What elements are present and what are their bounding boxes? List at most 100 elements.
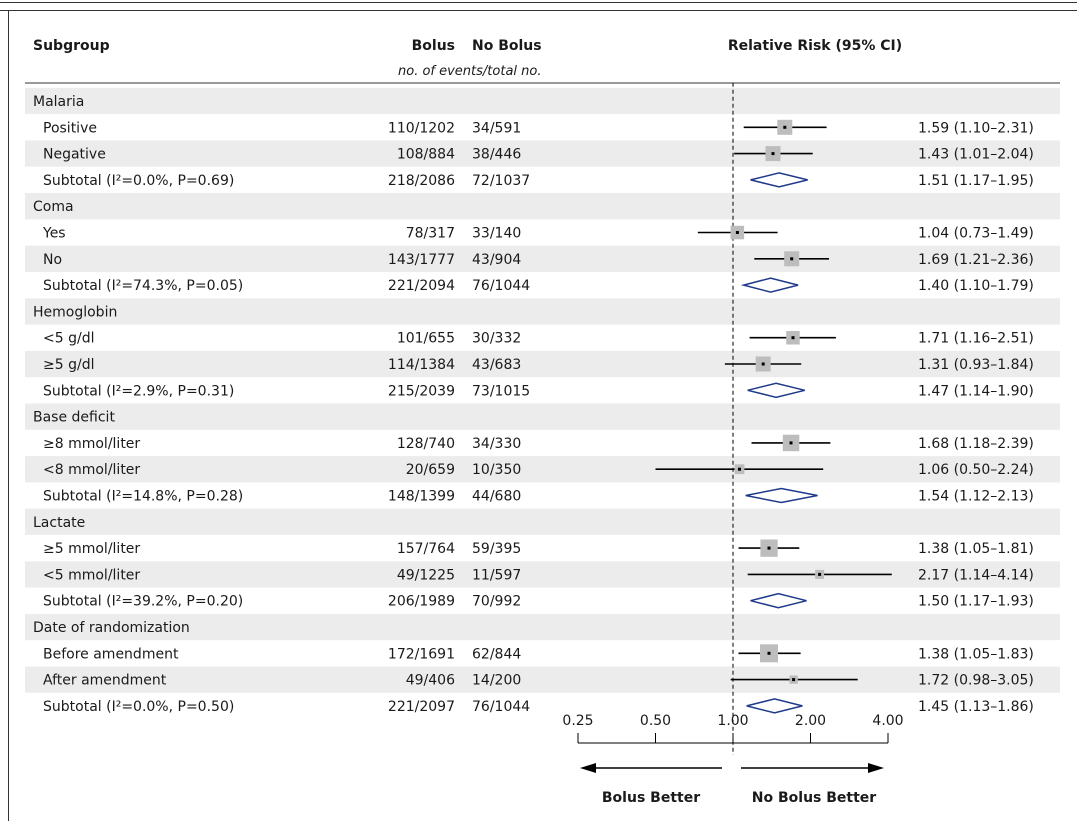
header-bolus: Bolus — [412, 38, 455, 54]
x-tick-label: 4.00 — [872, 713, 903, 729]
subtotal-label: Subtotal (I²=2.9%, P=0.31) — [43, 383, 234, 399]
no-bolus-events: 34/330 — [472, 436, 521, 452]
rr-ci-label: 1.71 (1.16–2.51) — [918, 331, 1034, 347]
bolus-events: 114/1384 — [388, 357, 455, 373]
estimate-point — [735, 231, 739, 234]
right-arrow-head — [868, 763, 884, 773]
table-rows: Malaria Positive 110/1202 34/591 1.59 (1.10–… — [33, 94, 1034, 715]
estimate-point — [783, 125, 787, 129]
rr-ci-label: 1.04 (0.73–1.49) — [918, 226, 1034, 242]
no-bolus-events: 30/332 — [472, 331, 521, 347]
bolus-events: 101/655 — [397, 331, 455, 347]
row-bands — [25, 87, 1060, 693]
estimate-point — [738, 467, 741, 471]
estimate-point — [789, 441, 793, 445]
bolus-events: 215/2039 — [388, 383, 455, 399]
row-band — [25, 403, 1060, 430]
row-band — [25, 561, 1060, 588]
no-bolus-events: 43/683 — [472, 357, 521, 373]
top-rule-upper — [0, 2, 1077, 3]
bolus-events: 49/1225 — [397, 567, 455, 583]
rr-ci-label: 1.47 (1.14–1.90) — [918, 383, 1034, 399]
rr-ci-label: 1.54 (1.12–2.13) — [918, 489, 1034, 505]
rr-ci-label: 1.40 (1.10–1.79) — [918, 278, 1034, 294]
subgroup-label: ≥8 mmol/liter — [43, 436, 140, 452]
estimate-point — [761, 362, 765, 366]
subtotal-label: Subtotal (I²=0.0%, P=0.69) — [43, 173, 234, 189]
bolus-events: 49/406 — [406, 673, 455, 689]
no-bolus-events: 76/1044 — [472, 278, 530, 294]
top-rule-lower — [0, 10, 1077, 11]
subtotal-label: Subtotal (I²=39.2%, P=0.20) — [43, 594, 243, 610]
rr-ci-label: 1.50 (1.17–1.93) — [918, 594, 1034, 610]
rr-ci-label: 1.68 (1.18–2.39) — [918, 436, 1034, 452]
rr-ci-label: 1.69 (1.21–2.36) — [918, 252, 1034, 268]
bolus-events: 108/884 — [397, 147, 455, 163]
row-band — [25, 456, 1060, 483]
bolus-events: 221/2094 — [388, 278, 455, 294]
bolus-events: 206/1989 — [388, 594, 455, 610]
estimate-point — [791, 336, 795, 340]
no-bolus-events: 34/591 — [472, 120, 521, 136]
group-label: Coma — [33, 199, 74, 215]
group-label: Hemoglobin — [33, 304, 117, 320]
row-band — [25, 193, 1060, 220]
subtotal-label: Subtotal (I²=14.8%, P=0.28) — [43, 489, 243, 505]
subgroup-label: Before amendment — [43, 646, 179, 662]
rr-ci-label: 1.59 (1.10–2.31) — [918, 120, 1034, 136]
bolus-events: 20/659 — [406, 462, 455, 478]
subgroup-label: Negative — [43, 147, 106, 163]
subgroup-label: No — [43, 252, 62, 268]
label-bolus-better: Bolus Better — [602, 790, 700, 806]
rr-ci-label: 1.38 (1.05–1.81) — [918, 541, 1034, 557]
rr-ci-label: 1.72 (0.98–3.05) — [918, 673, 1034, 689]
rr-ci-label: 1.38 (1.05–1.83) — [918, 646, 1034, 662]
no-bolus-events: 76/1044 — [472, 699, 530, 715]
x-tick-label: 2.00 — [795, 713, 826, 729]
subgroup-label: Yes — [42, 226, 66, 242]
bolus-events: 110/1202 — [388, 120, 455, 136]
header-no-bolus: No Bolus — [472, 38, 542, 54]
x-tick-label: 0.50 — [640, 713, 671, 729]
row-band — [25, 298, 1060, 325]
rr-ci-label: 1.51 (1.17–1.95) — [918, 173, 1034, 189]
group-label: Malaria — [33, 94, 84, 110]
left-border — [8, 10, 9, 821]
row-band — [25, 87, 1060, 115]
estimate-point — [767, 546, 771, 550]
estimate-point — [767, 651, 771, 655]
group-label: Base deficit — [33, 410, 115, 426]
subgroup-label: ≥5 g/dl — [43, 357, 94, 373]
no-bolus-events: 33/140 — [472, 226, 521, 242]
subtotal-label: Subtotal (I²=0.0%, P=0.50) — [43, 699, 234, 715]
no-bolus-events: 72/1037 — [472, 173, 530, 189]
rr-ci-label: 1.31 (0.93–1.84) — [918, 357, 1034, 373]
estimate-point — [790, 257, 794, 261]
subtotal-diamond — [740, 277, 799, 293]
subgroup-label: <8 mmol/liter — [43, 462, 140, 478]
header-relative-risk: Relative Risk (95% CI) — [728, 38, 902, 54]
rr-ci-label: 1.43 (1.01–2.04) — [918, 147, 1034, 163]
subgroup-label: <5 mmol/liter — [43, 567, 140, 583]
subgroup-label: <5 g/dl — [43, 331, 94, 347]
row-band — [25, 245, 1060, 272]
bolus-events: 218/2086 — [388, 173, 455, 189]
no-bolus-events: 38/446 — [472, 147, 521, 163]
bolus-events: 157/764 — [397, 541, 455, 557]
direction-arrows — [580, 763, 884, 773]
rr-ci-label: 1.06 (0.50–2.24) — [918, 462, 1034, 478]
row-band — [25, 666, 1060, 693]
header-subgroup: Subgroup — [33, 38, 110, 54]
left-arrow-head — [580, 763, 596, 773]
subtotal-diamond — [746, 698, 803, 714]
no-bolus-events: 11/597 — [472, 567, 521, 583]
group-label: Lactate — [33, 515, 85, 531]
x-tick-label: 1.00 — [717, 713, 748, 729]
x-tick-label: 0.25 — [562, 713, 593, 729]
bolus-events: 221/2097 — [388, 699, 455, 715]
subtotal-diamond — [747, 382, 805, 399]
estimate-point — [792, 678, 796, 682]
row-band — [25, 140, 1060, 167]
